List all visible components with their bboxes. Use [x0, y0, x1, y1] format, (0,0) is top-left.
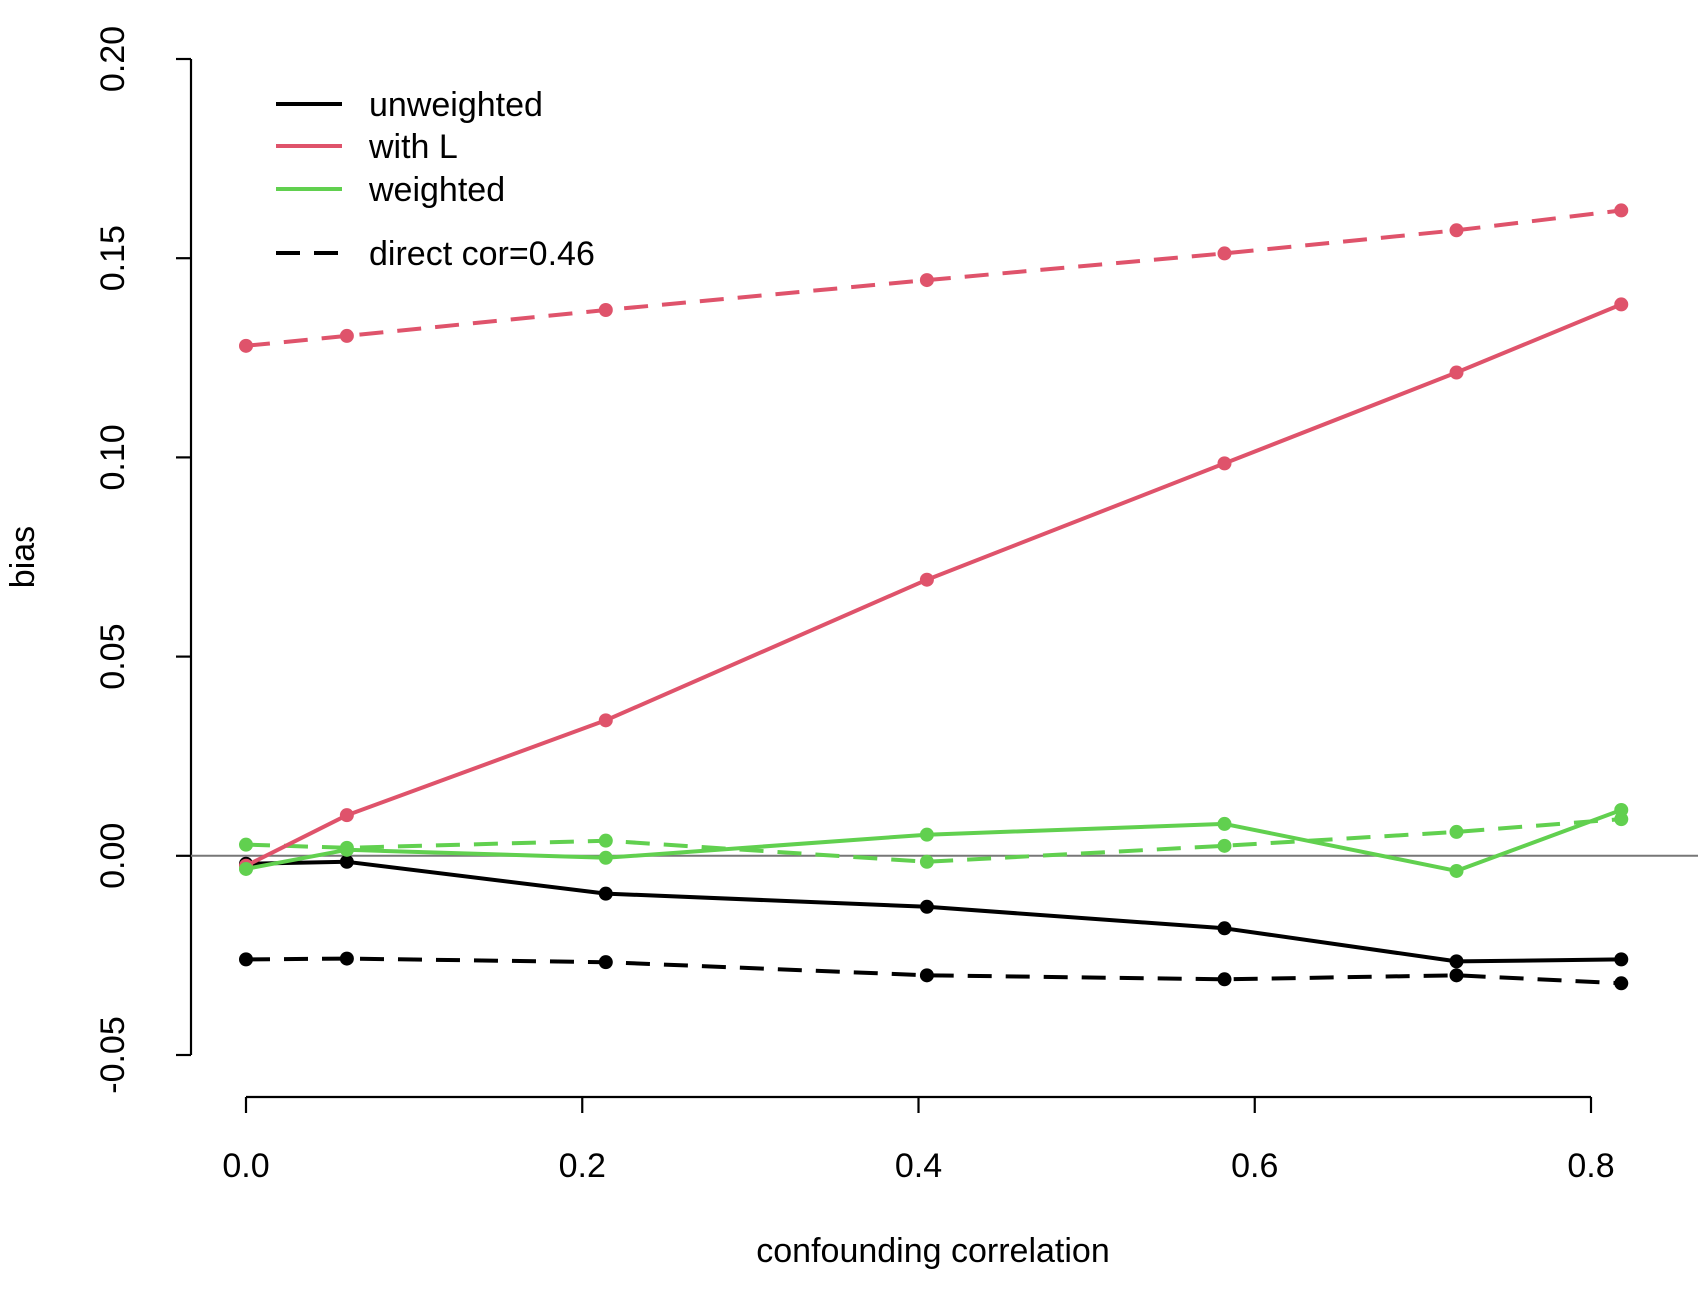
series-with-l-direct-cor-0-46-	[239, 203, 1629, 353]
y-tick-label: 0.15	[94, 225, 132, 291]
series-line	[245, 859, 1622, 964]
series-weighted	[239, 802, 1629, 878]
y-tick-label: -0.05	[94, 1016, 132, 1094]
data-point	[1217, 972, 1232, 987]
data-point	[339, 328, 354, 343]
data-point	[919, 273, 934, 288]
data-point	[1614, 203, 1629, 218]
x-tick-label: 0.0	[222, 1147, 269, 1185]
series-line	[245, 956, 1622, 986]
data-point	[598, 886, 613, 901]
data-point	[919, 572, 934, 587]
series-with-l	[239, 297, 1629, 873]
data-point	[919, 827, 934, 842]
data-point	[1217, 838, 1232, 853]
x-axis-title: confounding correlation	[756, 1232, 1109, 1270]
data-point	[919, 854, 934, 869]
x-tick-label: 0.4	[895, 1147, 942, 1185]
data-point	[1217, 921, 1232, 936]
legend-label-direct-cor: direct cor=0.46	[369, 235, 595, 273]
series-line	[245, 302, 1623, 868]
data-point	[598, 850, 613, 865]
series-group	[239, 203, 1629, 991]
series-unweighted-direct-cor-0-46-	[239, 951, 1629, 991]
x-tick-label: 0.2	[559, 1147, 606, 1185]
data-point	[1217, 816, 1232, 831]
data-point	[1614, 976, 1629, 991]
data-point	[339, 842, 354, 857]
data-point	[598, 833, 613, 848]
legend-label: unweighted	[369, 86, 543, 124]
y-tick-label: 0.10	[94, 424, 132, 490]
legend: unweighted with L weighted direct cor=0.46	[276, 86, 595, 273]
data-point	[919, 968, 934, 983]
data-point	[239, 338, 253, 353]
data-point	[339, 808, 354, 823]
x-tick-label: 0.6	[1231, 1147, 1278, 1185]
x-tick-label: 0.8	[1567, 1147, 1614, 1185]
data-point	[1449, 863, 1464, 878]
y-axis-title: bias	[4, 526, 42, 588]
legend-label: weighted	[368, 171, 505, 209]
y-tick-label: 0.20	[94, 26, 132, 92]
data-point	[239, 861, 253, 876]
data-point	[339, 951, 354, 966]
data-point	[239, 952, 253, 967]
data-point	[1449, 365, 1464, 380]
data-point	[1614, 297, 1629, 312]
data-point	[1449, 223, 1464, 238]
axes-group: -0.05 0.00 0.05 0.10 0.15 0.20 0.0 0.2 0.4 0.6 0.8	[94, 26, 1698, 1185]
y-tick-label: 0.05	[94, 624, 132, 690]
data-point	[1449, 954, 1464, 969]
data-point	[1614, 952, 1629, 967]
data-point	[1217, 246, 1232, 261]
series-weighted-direct-cor-0-46-	[239, 812, 1629, 869]
legend-label: with L	[368, 128, 458, 166]
data-point	[339, 854, 354, 869]
data-point	[919, 899, 934, 914]
series-unweighted	[239, 854, 1629, 969]
data-point	[598, 713, 613, 728]
data-point	[598, 302, 613, 317]
data-point	[1449, 824, 1464, 839]
series-line	[245, 208, 1622, 348]
data-point	[598, 955, 613, 970]
y-tick-label: 0.00	[94, 823, 132, 889]
data-point	[239, 837, 253, 852]
data-point	[1449, 968, 1464, 983]
data-point	[1614, 802, 1629, 817]
data-point	[1217, 456, 1232, 471]
